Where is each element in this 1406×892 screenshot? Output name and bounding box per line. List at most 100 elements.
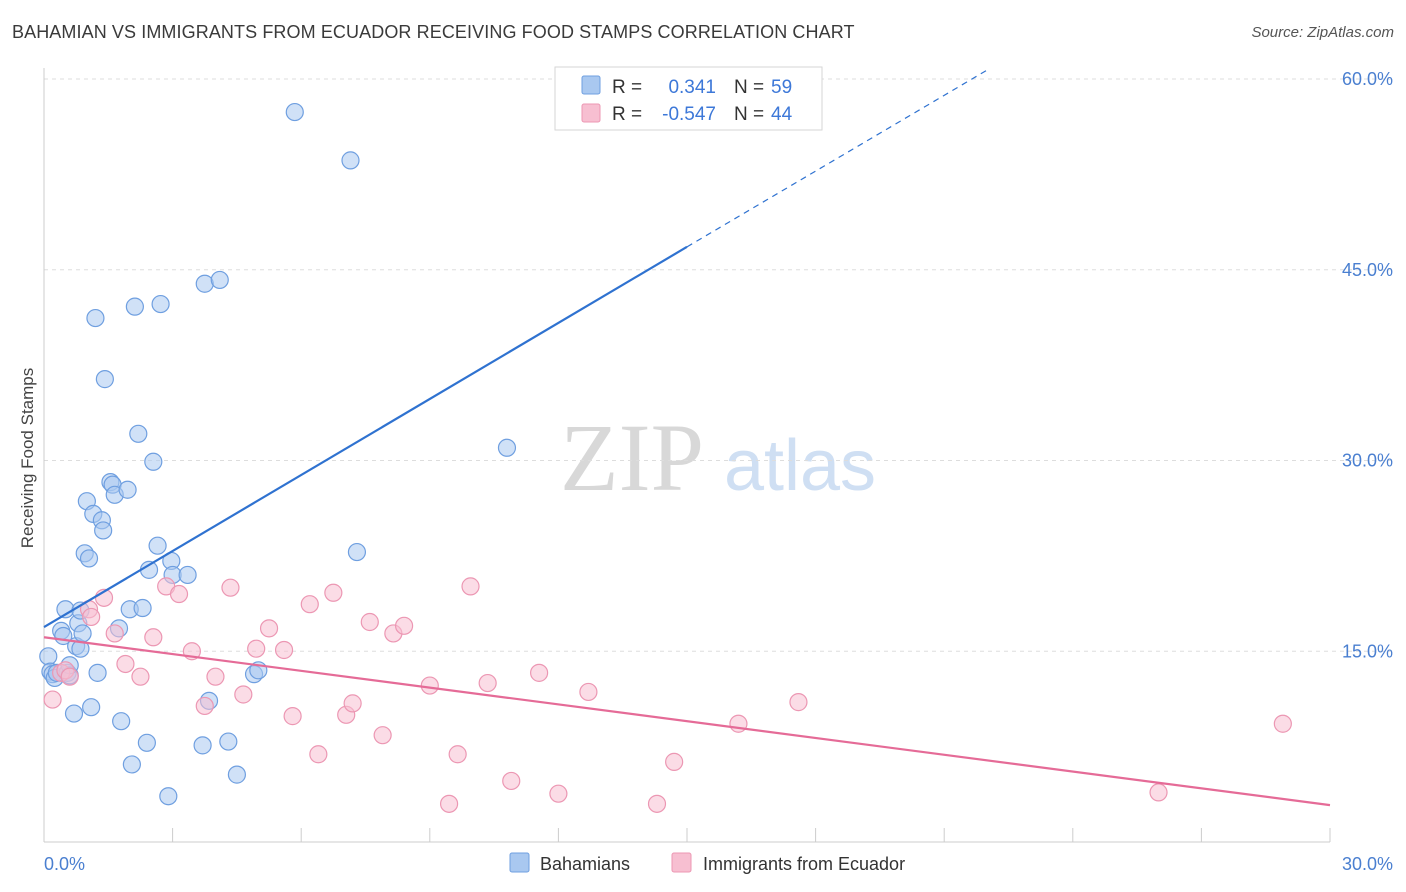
ecuador-point bbox=[247, 639, 266, 658]
bahamians-point bbox=[148, 536, 167, 555]
series-ecuador-points bbox=[43, 577, 1292, 813]
ecuador-point bbox=[234, 685, 253, 704]
bahamians-point bbox=[151, 294, 170, 314]
series-legend-label-bahamians: Bahamians bbox=[540, 854, 630, 874]
bahamians-point bbox=[94, 521, 113, 540]
ecuador-point bbox=[461, 577, 480, 596]
bahamians-point bbox=[133, 598, 152, 618]
y-tick-label: 30.0% bbox=[1342, 451, 1393, 471]
bahamians-point bbox=[178, 565, 197, 585]
bahamians-point bbox=[497, 438, 517, 457]
ecuador-point bbox=[116, 654, 135, 674]
legend-n-value-1: 59 bbox=[771, 77, 792, 98]
bahamians-trendline bbox=[43, 245, 688, 629]
chart-title: BAHAMIAN VS IMMIGRANTS FROM ECUADOR RECE… bbox=[12, 22, 855, 42]
series-legend-swatch-bahamians bbox=[509, 852, 530, 873]
ecuador-point bbox=[394, 616, 414, 635]
trendlines bbox=[43, 69, 1331, 807]
correlation-legend: R = 0.341 N = 59 R = -0.547 N = 44 bbox=[554, 66, 823, 131]
bahamians-point bbox=[144, 452, 163, 471]
ecuador-point bbox=[1273, 714, 1292, 733]
legend-swatch-blue bbox=[581, 75, 601, 95]
bahamians-point bbox=[125, 297, 144, 316]
bahamians-point bbox=[118, 480, 137, 499]
ecuador-point bbox=[502, 771, 521, 791]
bahamians-point bbox=[64, 704, 84, 723]
ecuador-point bbox=[360, 612, 379, 632]
ecuador-point bbox=[373, 726, 392, 745]
ecuador-point bbox=[206, 667, 225, 686]
bahamians-point bbox=[79, 549, 99, 568]
ecuador-point bbox=[221, 578, 240, 597]
ecuador-point bbox=[420, 676, 439, 695]
bahamians-point bbox=[112, 712, 131, 731]
bahamians-point bbox=[159, 787, 178, 806]
ecuador-point bbox=[82, 607, 101, 627]
bahamians-point bbox=[88, 663, 107, 682]
bahamians-point bbox=[137, 733, 156, 752]
bahamians-point bbox=[195, 274, 214, 293]
ecuador-point bbox=[283, 707, 302, 726]
legend-r-label-2: R = bbox=[612, 104, 642, 125]
series-bahamians-points bbox=[39, 102, 517, 806]
x-tick-label-start: 0.0% bbox=[44, 854, 85, 874]
bahamians-point bbox=[82, 698, 101, 717]
y-tick-label: 60.0% bbox=[1342, 69, 1393, 89]
ecuador-point bbox=[665, 752, 684, 771]
ecuador-point bbox=[144, 628, 163, 647]
ecuador-point bbox=[259, 619, 279, 638]
ecuador-point bbox=[60, 667, 79, 686]
ecuador-point bbox=[300, 595, 319, 614]
ecuador-point bbox=[448, 745, 467, 764]
bahamians-point bbox=[219, 732, 238, 751]
legend-r-value-2: -0.547 bbox=[662, 104, 716, 125]
x-ticks bbox=[43, 828, 1331, 842]
y-tick-labels: 15.0% 30.0% 45.0% 60.0% bbox=[1342, 69, 1393, 661]
bahamians-point bbox=[122, 755, 141, 774]
legend-n-label-1: N = bbox=[734, 77, 764, 98]
bahamians-point bbox=[73, 624, 92, 643]
ecuador-point bbox=[439, 794, 459, 813]
watermark: ZIP atlas bbox=[560, 404, 876, 511]
series-legend: Bahamians Immigrants from Ecuador bbox=[509, 852, 905, 874]
bahamians-point bbox=[129, 424, 148, 443]
legend-swatch-pink bbox=[581, 103, 601, 123]
ecuador-point bbox=[43, 690, 62, 709]
y-axis-label: Receiving Food Stamps bbox=[18, 368, 37, 548]
ecuador-point bbox=[324, 583, 343, 602]
ecuador-point bbox=[530, 663, 549, 682]
ecuador-point bbox=[274, 640, 294, 660]
ecuador-point bbox=[647, 794, 667, 813]
bahamians-point bbox=[341, 151, 360, 170]
bahamians-trendline-extension bbox=[686, 69, 988, 248]
ecuador-point bbox=[105, 624, 124, 643]
legend-r-value-1: 0.341 bbox=[668, 77, 716, 98]
bahamians-point bbox=[347, 542, 367, 562]
series-legend-swatch-ecuador bbox=[671, 852, 692, 873]
series-legend-label-ecuador: Immigrants from Ecuador bbox=[703, 854, 905, 874]
bahamians-point bbox=[285, 102, 304, 122]
ecuador-point bbox=[195, 696, 214, 716]
x-tick-label-end: 30.0% bbox=[1342, 854, 1393, 874]
ecuador-trendline bbox=[43, 636, 1331, 807]
legend-r-label-1: R = bbox=[612, 77, 642, 98]
ecuador-point bbox=[579, 682, 598, 702]
bahamians-point bbox=[227, 765, 246, 784]
legend-n-label-2: N = bbox=[734, 104, 764, 125]
ecuador-point bbox=[478, 673, 497, 693]
y-tick-label: 15.0% bbox=[1342, 641, 1393, 661]
ecuador-point bbox=[169, 584, 189, 604]
y-tick-label: 45.0% bbox=[1342, 260, 1393, 280]
bahamians-point bbox=[210, 270, 229, 290]
source-label: Source: ZipAtlas.com bbox=[1251, 24, 1394, 41]
bahamians-point bbox=[86, 308, 105, 328]
ecuador-point bbox=[1149, 783, 1168, 802]
watermark-atlas: atlas bbox=[724, 426, 876, 506]
ecuador-point bbox=[549, 784, 568, 803]
bahamians-point bbox=[193, 736, 212, 755]
bahamians-point bbox=[95, 370, 114, 389]
gridlines bbox=[44, 78, 1393, 652]
ecuador-point bbox=[789, 693, 808, 712]
ecuador-point bbox=[343, 694, 362, 713]
